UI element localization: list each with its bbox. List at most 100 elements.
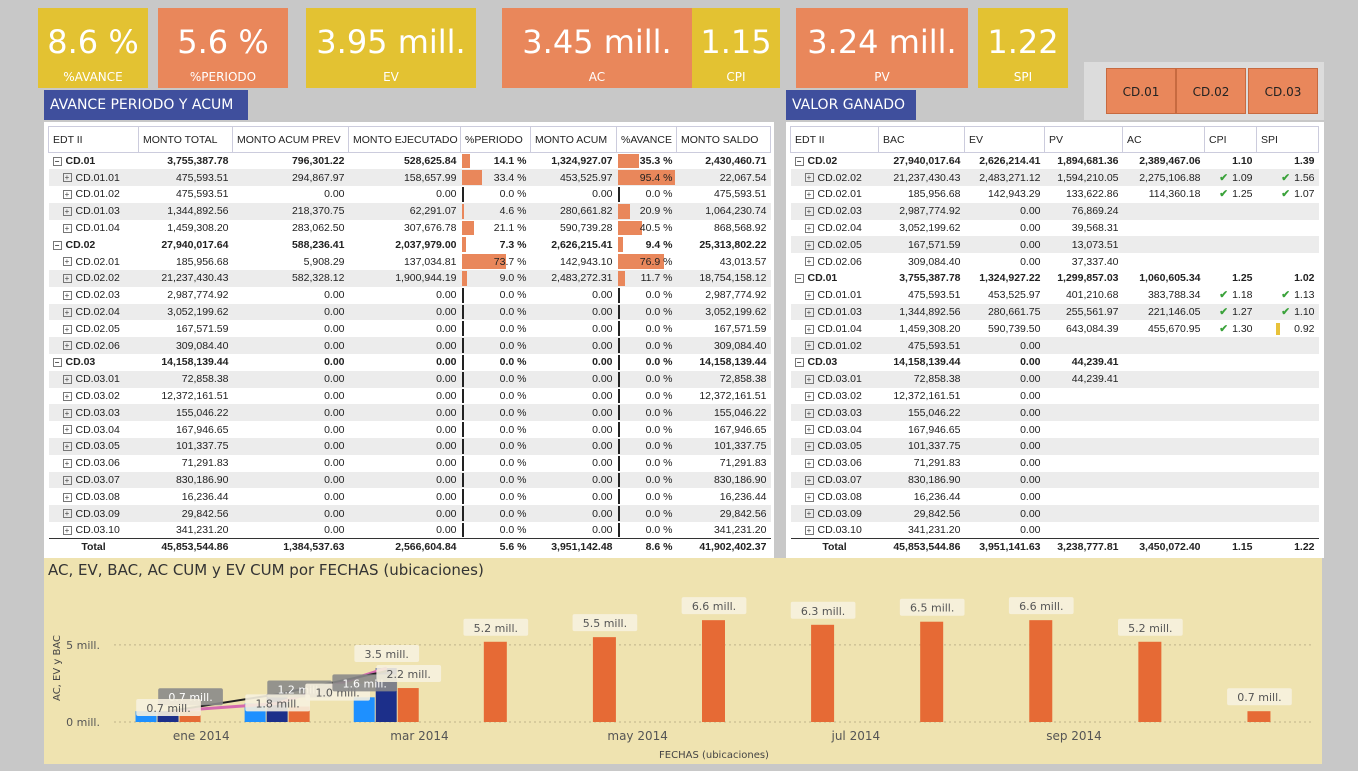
expand-icon[interactable]: + bbox=[62, 509, 72, 519]
column-header[interactable]: MONTO SALDO bbox=[676, 126, 771, 153]
expand-icon[interactable]: + bbox=[62, 374, 72, 384]
slicer-cd03[interactable]: CD.03 bbox=[1248, 68, 1318, 114]
expand-icon[interactable]: + bbox=[62, 290, 72, 300]
expand-icon[interactable]: + bbox=[62, 492, 72, 502]
expand-icon[interactable]: + bbox=[804, 290, 814, 300]
table-row[interactable]: + CD.03.08 16,236.44 0.00 0.00 0.0 % 0.00 0.0 %… bbox=[49, 488, 771, 505]
group-row[interactable]: − CD.02 27,940,017.64 2,626,214.41 1,894,681… bbox=[791, 153, 1319, 170]
table-row[interactable]: + CD.03.06 71,291.83 0.00 bbox=[791, 455, 1319, 472]
expand-icon[interactable]: + bbox=[62, 173, 72, 183]
table-row[interactable]: + CD.01.03 1,344,892.56 280,661.75 255,561.9… bbox=[790, 303, 1319, 321]
table-row[interactable]: + CD.03.03 155,046.22 0.00 bbox=[790, 404, 1319, 422]
collapse-icon[interactable]: − bbox=[794, 156, 804, 166]
table-row[interactable]: + CD.02.01 185,956.68 142,943.29 133,622.86 1… bbox=[791, 186, 1319, 203]
table-row[interactable]: + CD.03.03 155,046.22 0.00 0.00 0.0 % 0.00 0.0 … bbox=[48, 404, 771, 422]
column-header[interactable]: MONTO ACUM PREV bbox=[232, 126, 349, 153]
expand-icon[interactable]: + bbox=[804, 207, 814, 216]
table-row[interactable]: + CD.01.01 475,593.51 294,867.97 158,657.99 3… bbox=[48, 169, 771, 187]
expand-icon[interactable]: + bbox=[804, 442, 814, 452]
table-row[interactable]: + CD.02.01 185,956.68 5,908.29 137,034.81 73.… bbox=[49, 253, 771, 270]
column-header[interactable]: BAC bbox=[878, 126, 965, 153]
table-row[interactable]: + CD.01.04 1,459,308.20 590,739.50 643,084.3… bbox=[791, 320, 1319, 337]
table-row[interactable]: + CD.03.05 101,337.75 0.00 0.00 0.0 % 0.00 0.0 … bbox=[48, 438, 771, 455]
table-row[interactable]: + CD.02.03 2,987,774.92 0.00 0.00 0.0 % 0.00 0.… bbox=[49, 287, 771, 304]
expand-icon[interactable]: + bbox=[62, 324, 72, 334]
expand-icon[interactable]: + bbox=[804, 475, 814, 485]
collapse-icon[interactable]: − bbox=[52, 240, 62, 250]
expand-icon[interactable]: + bbox=[62, 408, 72, 418]
expand-icon[interactable]: + bbox=[804, 492, 814, 502]
expand-icon[interactable]: + bbox=[62, 525, 72, 535]
expand-icon[interactable]: + bbox=[62, 475, 72, 485]
table-row[interactable]: + CD.02.05 167,571.59 0.00 0.00 0.0 % 0.00 0.0 … bbox=[49, 320, 771, 337]
group-row[interactable]: − CD.01 3,755,387.78 1,324,927.22 1,299,857.… bbox=[791, 270, 1319, 287]
table-row[interactable]: + CD.02.02 21,237,430.43 2,483,271.12 1,594,… bbox=[790, 169, 1319, 187]
table-row[interactable]: + CD.01.02 475,593.51 0.00 0.00 0.0 % 0.00 0.0 … bbox=[49, 186, 771, 203]
table-row[interactable]: + CD.02.06 309,084.40 0.00 0.00 0.0 % 0.00 0.0 … bbox=[48, 337, 771, 355]
column-header[interactable]: MONTO TOTAL bbox=[138, 126, 233, 153]
table-row[interactable]: + CD.03.02 12,372,161.51 0.00 0.00 0.0 % 0.00 0… bbox=[49, 388, 771, 405]
table-row[interactable]: + CD.03.09 29,842.56 0.00 bbox=[790, 505, 1319, 523]
collapse-icon[interactable]: − bbox=[52, 358, 62, 368]
column-header[interactable]: CPI bbox=[1204, 126, 1257, 153]
table-row[interactable]: + CD.01.03 1,344,892.56 218,370.75 62,291.07… bbox=[48, 202, 771, 220]
expand-icon[interactable]: + bbox=[804, 374, 814, 384]
table-row[interactable]: + CD.03.01 72,858.38 0.00 44,239.41 bbox=[790, 370, 1319, 388]
column-header[interactable]: %PERIODO bbox=[460, 126, 531, 153]
table-row[interactable]: + CD.03.07 830,186.90 0.00 bbox=[790, 471, 1319, 489]
table-row[interactable]: + CD.03.02 12,372,161.51 0.00 bbox=[791, 388, 1319, 405]
expand-icon[interactable]: + bbox=[804, 240, 814, 250]
column-header[interactable]: EDT II bbox=[48, 126, 139, 153]
table-row[interactable]: + CD.02.02 21,237,430.43 582,328.12 1,900,94… bbox=[48, 270, 771, 287]
table-row[interactable]: + CD.02.04 3,052,199.62 0.00 39,568.31 bbox=[791, 220, 1319, 237]
expand-icon[interactable]: + bbox=[804, 223, 814, 233]
column-header[interactable]: AC bbox=[1122, 126, 1205, 153]
table-row[interactable]: + CD.01.01 475,593.51 453,525.97 401,210.68 3… bbox=[791, 287, 1319, 304]
expand-icon[interactable]: + bbox=[804, 408, 814, 418]
table-row[interactable]: + CD.03.04 167,946.65 0.00 0.00 0.0 % 0.00 0.0 … bbox=[49, 421, 771, 438]
expand-icon[interactable]: + bbox=[62, 223, 72, 233]
slicer-cd01[interactable]: CD.01 bbox=[1106, 68, 1176, 114]
expand-icon[interactable]: + bbox=[804, 307, 814, 317]
column-header[interactable]: PV bbox=[1044, 126, 1123, 153]
column-header[interactable]: MONTO ACUM bbox=[530, 126, 617, 153]
column-header[interactable]: SPI bbox=[1256, 126, 1319, 153]
column-header[interactable]: MONTO EJECUTADO bbox=[348, 126, 461, 153]
group-row[interactable]: − CD.02 27,940,017.64 588,236.41 2,037,979.0… bbox=[49, 236, 771, 253]
collapse-icon[interactable]: − bbox=[794, 274, 804, 284]
table-row[interactable]: + CD.03.08 16,236.44 0.00 bbox=[791, 488, 1319, 505]
table-row[interactable]: + CD.03.05 101,337.75 0.00 bbox=[790, 438, 1319, 455]
column-header[interactable]: EDT II bbox=[790, 126, 879, 153]
table-row[interactable]: + CD.01.02 475,593.51 0.00 bbox=[790, 337, 1319, 355]
table-row[interactable]: + CD.03.10 341,231.20 0.00 bbox=[791, 522, 1319, 539]
table-row[interactable]: + CD.02.05 167,571.59 0.00 13,073.51 bbox=[790, 236, 1319, 254]
expand-icon[interactable]: + bbox=[804, 324, 814, 334]
expand-icon[interactable]: + bbox=[804, 391, 814, 401]
expand-icon[interactable]: + bbox=[62, 442, 72, 452]
expand-icon[interactable]: + bbox=[804, 425, 814, 435]
expand-icon[interactable]: + bbox=[62, 274, 72, 284]
expand-icon[interactable]: + bbox=[804, 509, 814, 519]
collapse-icon[interactable]: − bbox=[794, 358, 804, 368]
group-row[interactable]: − CD.01 3,755,387.78 796,301.22 528,625.84 14… bbox=[49, 153, 771, 170]
column-header[interactable]: %AVANCE bbox=[616, 126, 677, 153]
table-row[interactable]: + CD.02.04 3,052,199.62 0.00 0.00 0.0 % 0.00 0.… bbox=[48, 303, 771, 321]
group-row[interactable]: − CD.03 14,158,139.44 0.00 44,239.41 bbox=[791, 354, 1319, 371]
expand-icon[interactable]: + bbox=[804, 173, 814, 183]
column-header[interactable]: EV bbox=[964, 126, 1045, 153]
table-row[interactable]: + CD.02.06 309,084.40 0.00 37,337.40 bbox=[791, 253, 1319, 270]
table-row[interactable]: + CD.03.01 72,858.38 0.00 0.00 0.0 % 0.00 0.0 %… bbox=[48, 370, 771, 388]
table-row[interactable]: + CD.02.03 2,987,774.92 0.00 76,869.24 bbox=[790, 202, 1319, 220]
slicer-cd02[interactable]: CD.02 bbox=[1176, 68, 1246, 114]
expand-icon[interactable]: + bbox=[62, 257, 72, 267]
table-row[interactable]: + CD.03.04 167,946.65 0.00 bbox=[791, 421, 1319, 438]
expand-icon[interactable]: + bbox=[62, 207, 72, 216]
expand-icon[interactable]: + bbox=[62, 307, 72, 317]
table-row[interactable]: + CD.03.09 29,842.56 0.00 0.00 0.0 % 0.00 0.0 %… bbox=[48, 505, 771, 523]
table-row[interactable]: + CD.01.04 1,459,308.20 283,062.50 307,676.7… bbox=[49, 220, 771, 237]
expand-icon[interactable]: + bbox=[62, 458, 72, 468]
expand-icon[interactable]: + bbox=[62, 190, 72, 200]
table-row[interactable]: + CD.03.07 830,186.90 0.00 0.00 0.0 % 0.00 0.0 … bbox=[48, 471, 771, 489]
table-row[interactable]: + CD.03.10 341,231.20 0.00 0.00 0.0 % 0.00 0.0 … bbox=[49, 522, 771, 539]
expand-icon[interactable]: + bbox=[62, 425, 72, 435]
